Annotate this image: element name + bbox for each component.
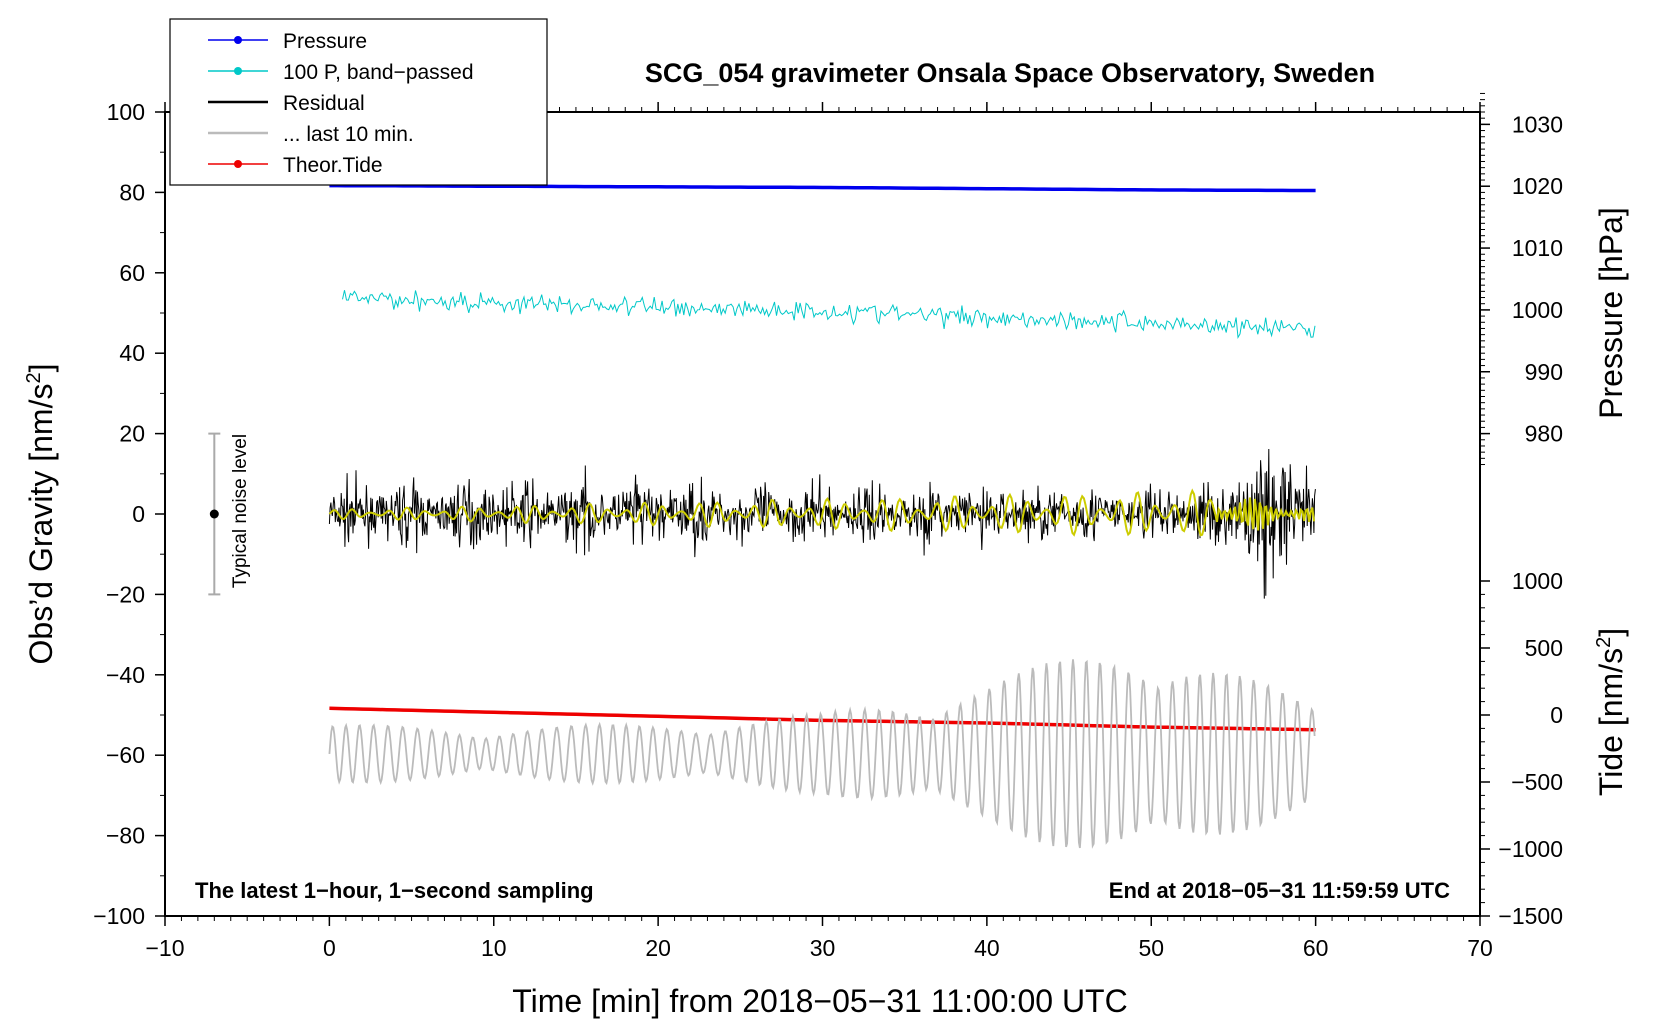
legend-marker — [234, 67, 242, 75]
smoothed-residual-series — [328, 488, 1315, 537]
legend-label: 100 P, band−passed — [283, 61, 474, 84]
chart-title: SCG_054 gravimeter Onsala Space Observat… — [645, 58, 1375, 88]
y-tick-label: 0 — [132, 501, 145, 527]
tide-tick-label: 1000 — [1512, 568, 1563, 594]
pressure-tick-label: 1000 — [1512, 297, 1563, 323]
y-axis-title-pressure: Pressure [hPa] — [1593, 207, 1629, 419]
y-tick-label: −60 — [106, 742, 145, 768]
y-tick-label: 40 — [119, 340, 145, 366]
legend-marker — [234, 160, 242, 168]
y-axis-title-tide: Tide [nm/s2] — [1593, 628, 1629, 796]
x-tick-label: −10 — [145, 935, 184, 961]
y-axis-title-tide-close: ] — [1593, 628, 1629, 637]
legend-items: Pressure 100 P, band−passed Residual ... la… — [208, 30, 474, 177]
y-axis-title-tide-sup: 2 — [1593, 637, 1615, 648]
legend-label: ... last 10 min. — [283, 123, 414, 146]
pressure-tick-label: 980 — [1525, 421, 1563, 447]
tide-tick-label: −1500 — [1498, 903, 1563, 929]
x-tick-label: 30 — [810, 935, 836, 961]
band-passed-series — [342, 290, 1316, 339]
x-tick-label: 10 — [481, 935, 507, 961]
x-tick-label: 20 — [645, 935, 671, 961]
y-tick-label: −40 — [106, 662, 145, 688]
pressure-tick-label: 1030 — [1512, 111, 1563, 137]
tide-tick-label: −1000 — [1498, 836, 1563, 862]
x-axis-title: Time [min] from 2018−05−31 11:00:00 UTC — [512, 983, 1127, 1019]
noise-bar-label: Typical noise level — [230, 434, 251, 588]
y-axis-title-left-close: ] — [23, 364, 59, 373]
legend: Pressure 100 P, band−passed Residual ... la… — [169, 18, 548, 186]
y-tick-label: 60 — [119, 260, 145, 286]
y-tick-label: −100 — [93, 903, 145, 929]
sampling-note: The latest 1−hour, 1−second sampling — [195, 878, 594, 903]
y-tick-label: −80 — [106, 823, 145, 849]
x-tick-label: 70 — [1467, 935, 1493, 961]
pressure-series — [329, 183, 1316, 193]
y-axis-title-left: Obs’d Gravity [nm/s2] — [23, 364, 59, 665]
tide-tick-label: −500 — [1511, 769, 1563, 795]
y-axis-title-left-text: Obs’d Gravity [nm/s — [23, 384, 59, 665]
y-axis-title-left-sup: 2 — [23, 372, 45, 383]
x-tick-label: 0 — [323, 935, 336, 961]
legend-label: Pressure — [283, 30, 367, 53]
last-10-min-series — [328, 659, 1316, 849]
end-time-note: End at 2018−05−31 11:59:59 UTC — [1109, 878, 1450, 903]
tide-tick-label: 0 — [1550, 702, 1563, 728]
y-tick-label: 20 — [119, 421, 145, 447]
tide-tick-label: 500 — [1525, 635, 1563, 661]
x-tick-label: 50 — [1138, 935, 1164, 961]
noise-bar-dot — [209, 509, 219, 519]
x-tick-label: 60 — [1303, 935, 1329, 961]
legend-marker — [234, 36, 242, 44]
noise-level-indicator: Typical noise level — [208, 432, 251, 596]
y-tick-label: 100 — [107, 99, 145, 125]
y-tick-label: −20 — [106, 581, 145, 607]
tick-layer: −10 0 10 20 30 40 50 60 70−100−80−60−40−20020406… — [93, 92, 1563, 961]
pressure-tick-label: 1020 — [1512, 173, 1563, 199]
x-tick-label: 40 — [974, 935, 1000, 961]
pressure-tick-label: 1010 — [1512, 235, 1563, 261]
legend-label: Theor.Tide — [283, 154, 383, 177]
y-tick-label: 80 — [119, 179, 145, 205]
series-layer — [328, 183, 1316, 849]
y-axis-title-tide-text: Tide [nm/s — [1593, 648, 1629, 796]
pressure-tick-label: 990 — [1525, 359, 1563, 385]
legend-label: Residual — [283, 92, 365, 115]
